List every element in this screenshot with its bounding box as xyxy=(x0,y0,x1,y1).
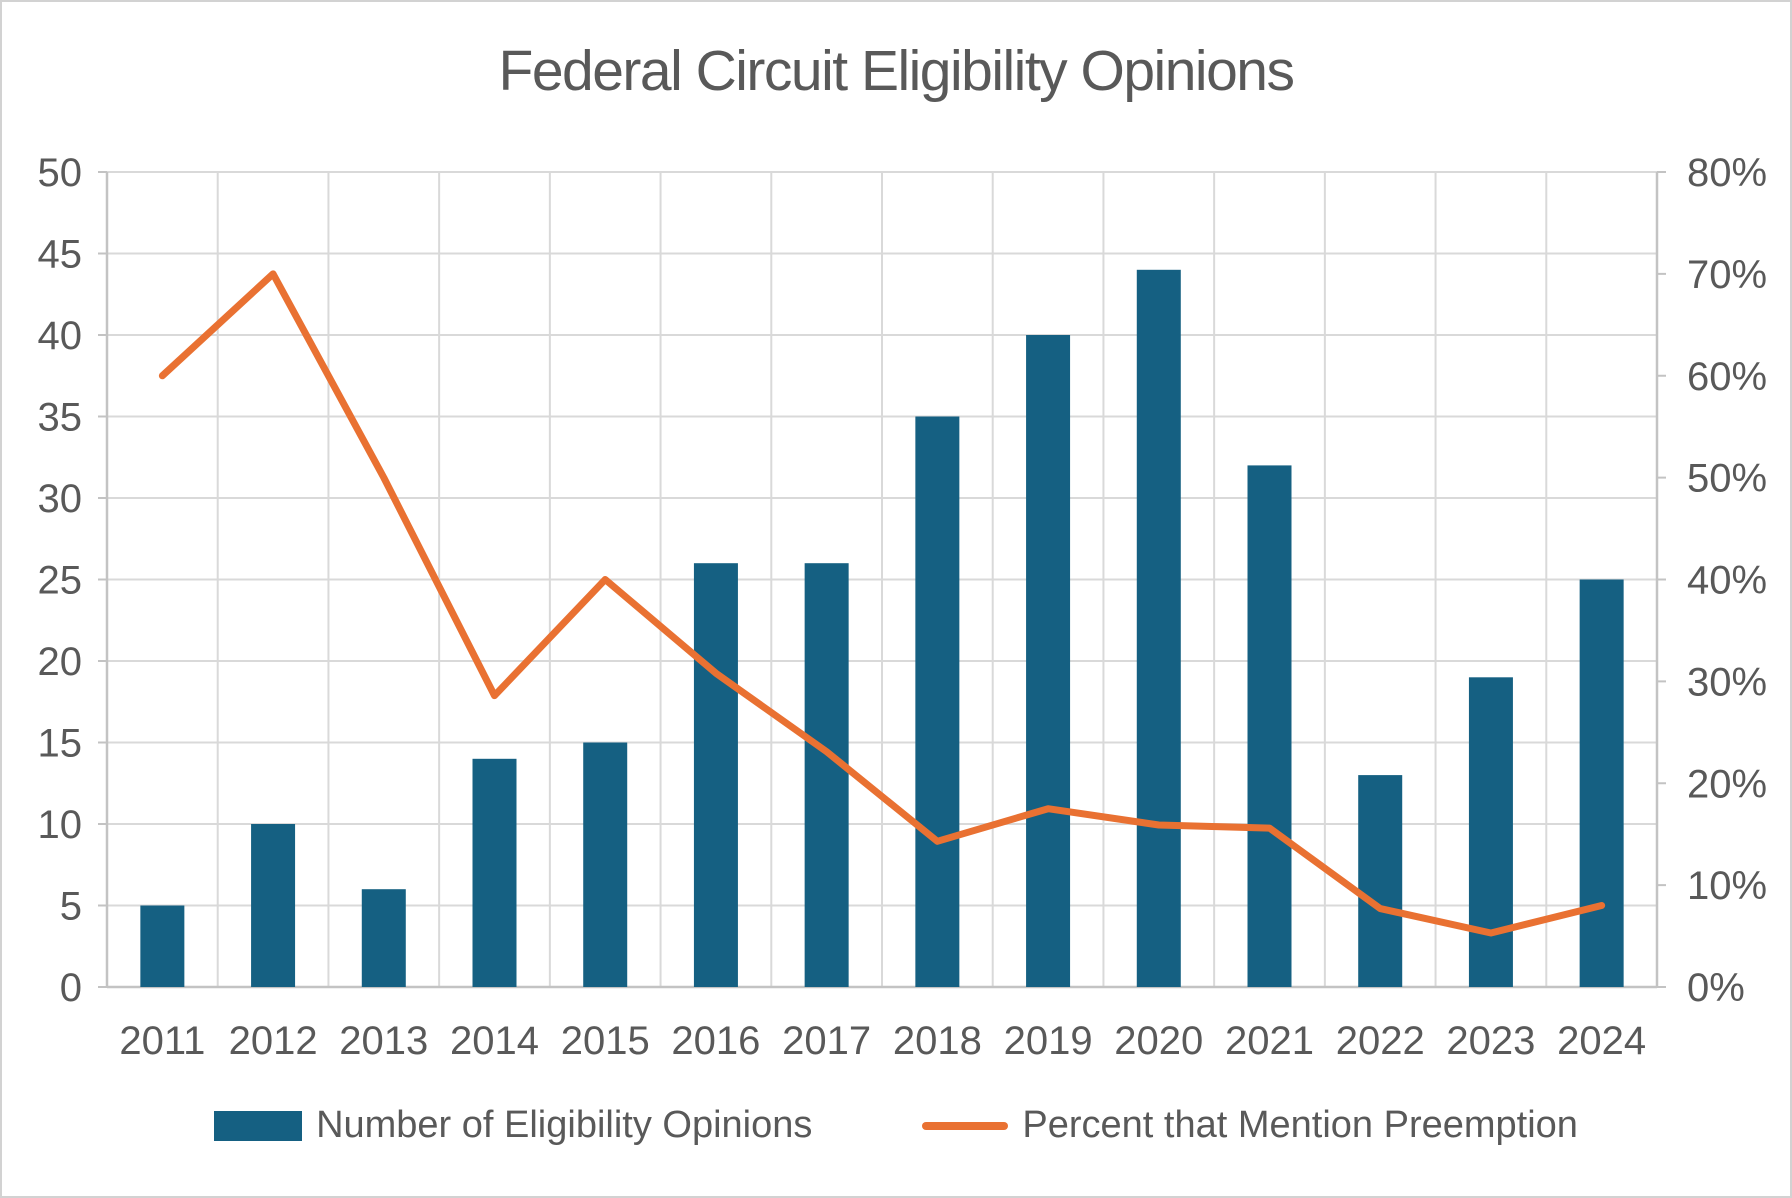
bar-2020 xyxy=(1136,269,1181,987)
bar-2013 xyxy=(361,889,406,987)
x-axis-tick-label: 2016 xyxy=(671,1019,760,1063)
right-axis-tick-label: 60% xyxy=(1687,355,1767,399)
left-axis-tick-label: 20 xyxy=(38,640,83,684)
right-axis-tick-label: 20% xyxy=(1687,762,1767,806)
chart-title: Federal Circuit Eligibility Opinions xyxy=(498,39,1296,103)
line-series xyxy=(158,270,1606,937)
left-axis-tick-label: 50 xyxy=(38,151,83,195)
x-axis-tick-label: 2020 xyxy=(1114,1019,1203,1063)
left-axis-tick-label: 45 xyxy=(38,233,83,277)
right-axis-tick-label: 30% xyxy=(1687,660,1767,704)
x-axis-tick-label: 2013 xyxy=(339,1019,428,1063)
bar-2018 xyxy=(915,416,960,987)
bar-2017 xyxy=(804,563,849,987)
left-axis-tick-label: 10 xyxy=(38,803,83,847)
left-axis-tick-label: 35 xyxy=(38,396,83,440)
bar-2019 xyxy=(1026,335,1071,987)
left-axis-tick-label: 30 xyxy=(38,477,83,521)
bar-2024 xyxy=(1579,579,1624,987)
x-axis-tick-label: 2017 xyxy=(782,1019,871,1063)
legend: Number of Eligibility Opinions Percent t… xyxy=(2,1104,1790,1147)
left-axis-tick-label: 40 xyxy=(38,314,83,358)
left-axis-tick-label: 0 xyxy=(60,966,82,1010)
right-axis-tick-label: 80% xyxy=(1687,151,1767,195)
percent-line xyxy=(158,270,1606,937)
x-axis-tick-label: 2015 xyxy=(561,1019,650,1063)
x-axis-tick-label: 2021 xyxy=(1225,1019,1314,1063)
right-axis-tick-label: 40% xyxy=(1687,559,1767,603)
bar-series-swatch xyxy=(214,1110,303,1141)
x-axis-tick-label: 2022 xyxy=(1336,1019,1425,1063)
x-axis-tick-label: 2014 xyxy=(450,1019,539,1063)
left-axis-tick-label: 25 xyxy=(38,559,83,603)
right-axis-tick-label: 0% xyxy=(1687,966,1745,1010)
legend-item-line: Percent that Mention Preemption xyxy=(922,1104,1578,1147)
x-axis-tick-label: 2023 xyxy=(1446,1019,1535,1063)
left-axis-labels: 0 5 10 15 20 25 30 35 40 45 50 xyxy=(38,151,83,1010)
right-axis-labels: 0% 10% 20% 30% 40% 50% 60% 70% 80% xyxy=(1687,151,1767,1010)
bar-2016 xyxy=(693,563,738,987)
x-axis-tick-label: 2018 xyxy=(893,1019,982,1063)
bar-series xyxy=(140,269,1624,987)
line-series-swatch xyxy=(922,1121,1009,1130)
left-axis-tick-label: 15 xyxy=(38,722,83,766)
x-axis-tick-label: 2012 xyxy=(229,1019,318,1063)
right-axis-tick-label: 70% xyxy=(1687,253,1767,297)
bar-2021 xyxy=(1247,465,1292,987)
legend-label-line: Percent that Mention Preemption xyxy=(1022,1104,1578,1146)
x-axis-labels: 2011 2012 2013 2014 2015 2016 2017 2018 2019 2020… xyxy=(119,1019,1646,1063)
bar-2014 xyxy=(472,758,517,987)
legend-label-bars: Number of Eligibility Opinions xyxy=(316,1104,813,1146)
right-axis-tick-label: 50% xyxy=(1687,457,1767,501)
bar-2012 xyxy=(251,824,296,987)
right-axis-tick-label: 10% xyxy=(1687,864,1767,908)
bar-2023 xyxy=(1468,677,1513,987)
left-axis-tick-label: 5 xyxy=(60,885,82,929)
bar-2022 xyxy=(1358,775,1403,987)
x-axis-tick-label: 2011 xyxy=(119,1019,205,1063)
x-axis-tick-label: 2019 xyxy=(1004,1019,1093,1063)
axis-ticks xyxy=(98,171,1666,988)
bar-2015 xyxy=(583,742,628,987)
x-axis-tick-label: 2024 xyxy=(1557,1019,1646,1063)
bar-2011 xyxy=(140,905,185,987)
legend-item-bars: Number of Eligibility Opinions xyxy=(214,1104,812,1147)
